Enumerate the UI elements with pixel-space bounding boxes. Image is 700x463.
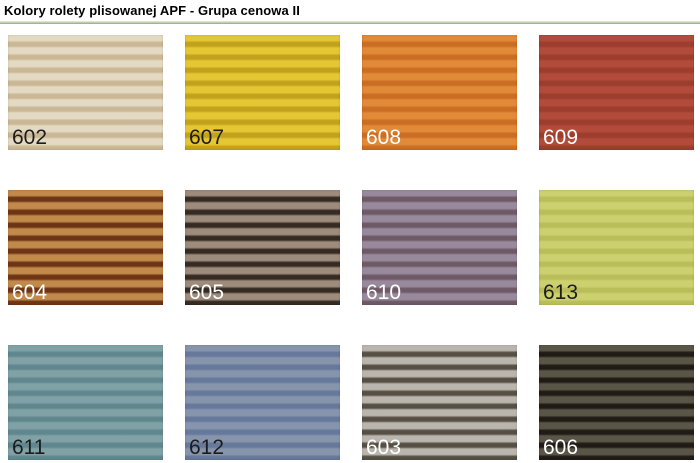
page-title: Kolory rolety plisowanej APF - Grupa cen… (4, 3, 300, 18)
color-swatch-608: 608 (362, 35, 517, 150)
swatch-code: 602 (12, 126, 48, 149)
swatch-code: 606 (543, 436, 579, 459)
swatch-code: 605 (189, 281, 225, 304)
color-swatch-607: 607 (185, 35, 340, 150)
color-swatch-610: 610 (362, 190, 517, 305)
color-swatch-605: 605 (185, 190, 340, 305)
swatch-code: 609 (543, 126, 579, 149)
color-swatch-604: 604 (8, 190, 163, 305)
color-swatch-602: 602 (8, 35, 163, 150)
swatch-code: 610 (366, 281, 402, 304)
swatch-code: 607 (189, 126, 225, 149)
color-swatch-613: 613 (539, 190, 694, 305)
swatch-code: 604 (12, 281, 48, 304)
swatch-code: 613 (543, 281, 579, 304)
color-swatch-611: 611 (8, 345, 163, 460)
color-swatch-606: 606 (539, 345, 694, 460)
color-swatch-609: 609 (539, 35, 694, 150)
swatch-grid: 602 607 608 609 604 605 610 613 611 612 (8, 35, 700, 460)
swatch-code: 608 (366, 126, 402, 149)
swatch-code: 603 (366, 436, 402, 459)
swatch-code: 611 (12, 436, 46, 459)
color-swatch-603: 603 (362, 345, 517, 460)
swatch-code: 612 (189, 436, 225, 459)
color-swatch-612: 612 (185, 345, 340, 460)
title-divider (0, 21, 700, 24)
